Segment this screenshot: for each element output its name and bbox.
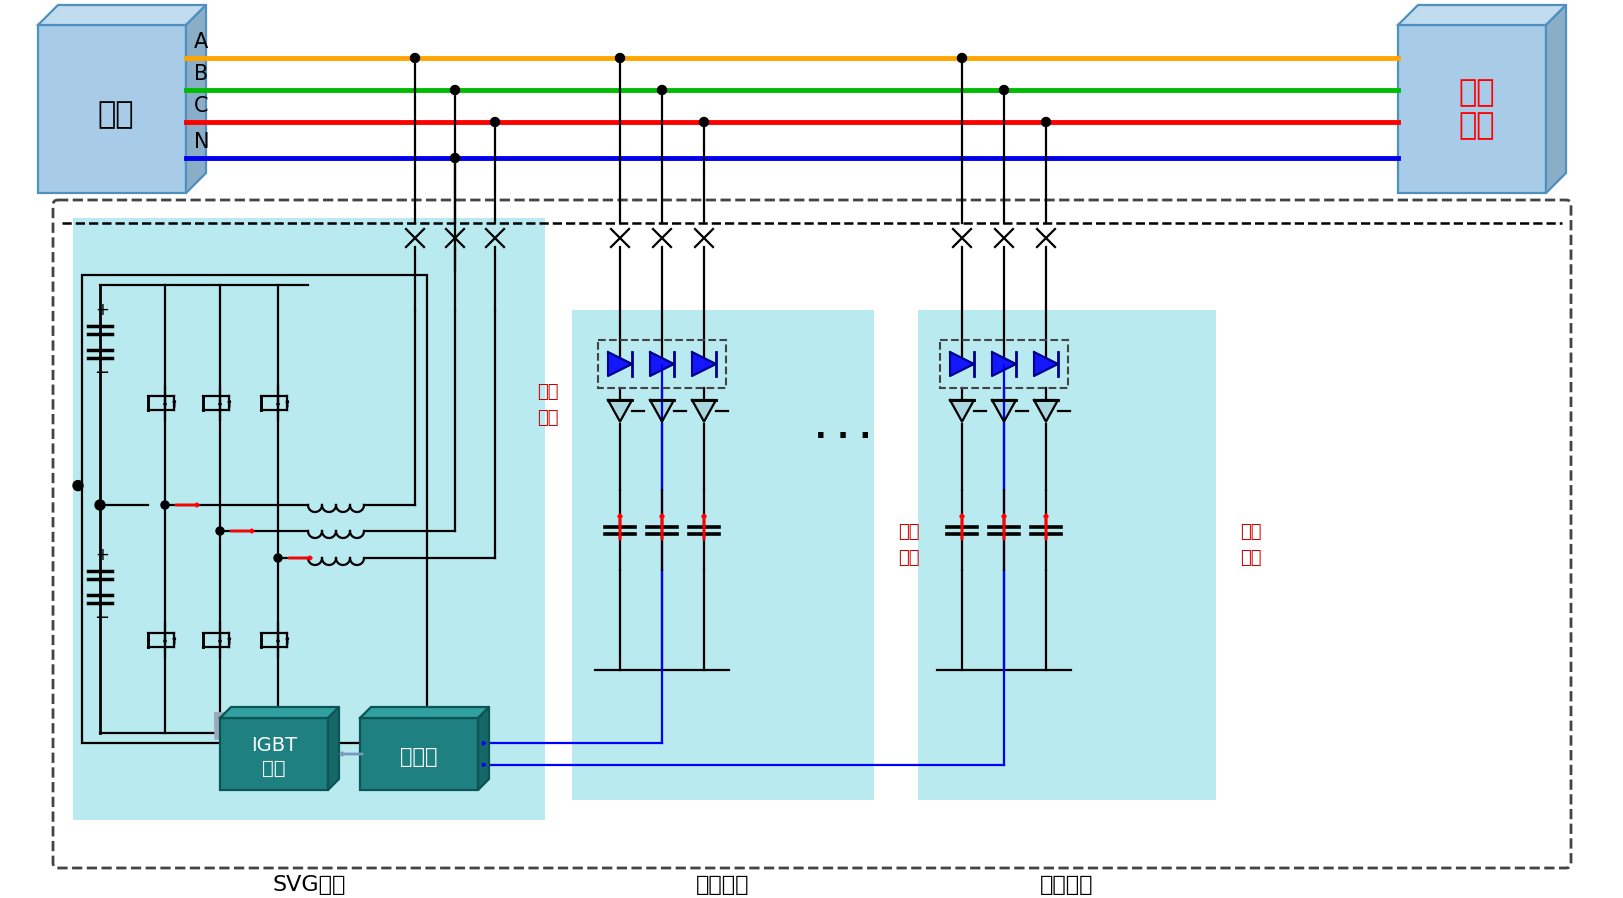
Text: 电容支路: 电容支路 bbox=[696, 875, 750, 895]
Bar bbox=[597, 340, 725, 388]
Circle shape bbox=[73, 480, 83, 490]
Text: B: B bbox=[195, 64, 208, 84]
Text: SVG支路: SVG支路 bbox=[273, 875, 346, 895]
Text: A: A bbox=[195, 32, 208, 52]
Polygon shape bbox=[949, 352, 974, 376]
Polygon shape bbox=[691, 400, 716, 421]
Polygon shape bbox=[1397, 5, 1566, 25]
Circle shape bbox=[1042, 118, 1050, 127]
Polygon shape bbox=[1034, 400, 1058, 421]
Circle shape bbox=[451, 85, 459, 94]
Circle shape bbox=[490, 118, 500, 127]
Polygon shape bbox=[360, 707, 489, 718]
Bar bbox=[73, 218, 545, 820]
Polygon shape bbox=[479, 707, 489, 790]
Text: · · ·: · · · bbox=[815, 424, 872, 453]
Text: 容性
电流: 容性 电流 bbox=[898, 524, 920, 567]
Circle shape bbox=[216, 527, 224, 535]
Circle shape bbox=[451, 154, 459, 163]
Polygon shape bbox=[649, 400, 674, 421]
Text: 容性
电流: 容性 电流 bbox=[537, 383, 558, 427]
Text: +: + bbox=[96, 301, 109, 319]
Polygon shape bbox=[609, 352, 631, 376]
Bar bbox=[360, 718, 479, 790]
Polygon shape bbox=[649, 352, 674, 376]
Bar bbox=[37, 25, 187, 193]
Polygon shape bbox=[37, 5, 206, 25]
Polygon shape bbox=[328, 707, 339, 790]
Text: 控制器: 控制器 bbox=[401, 747, 438, 767]
Text: 感性
负载: 感性 负载 bbox=[1459, 78, 1495, 140]
Circle shape bbox=[958, 54, 967, 63]
Text: −: − bbox=[94, 364, 110, 382]
Polygon shape bbox=[1547, 5, 1566, 193]
Text: C: C bbox=[195, 96, 208, 116]
Polygon shape bbox=[992, 400, 1016, 421]
Polygon shape bbox=[187, 5, 206, 193]
Text: 容性
电流: 容性 电流 bbox=[1240, 524, 1261, 567]
Bar bbox=[919, 310, 1216, 800]
Circle shape bbox=[1000, 85, 1008, 94]
Circle shape bbox=[161, 501, 169, 509]
Text: 电网: 电网 bbox=[97, 101, 135, 129]
Circle shape bbox=[411, 54, 419, 63]
Circle shape bbox=[615, 54, 625, 63]
Text: +: + bbox=[96, 546, 109, 564]
Polygon shape bbox=[609, 400, 631, 421]
Polygon shape bbox=[992, 352, 1016, 376]
Bar bbox=[940, 340, 1068, 388]
Bar bbox=[221, 718, 328, 790]
Bar bbox=[83, 275, 427, 743]
Circle shape bbox=[700, 118, 709, 127]
Polygon shape bbox=[221, 707, 339, 718]
Bar bbox=[571, 310, 875, 800]
Polygon shape bbox=[691, 352, 716, 376]
Polygon shape bbox=[1034, 352, 1058, 376]
Text: N: N bbox=[195, 132, 209, 152]
Text: 电容支路: 电容支路 bbox=[1040, 875, 1094, 895]
Text: −: − bbox=[94, 609, 110, 627]
Circle shape bbox=[274, 554, 282, 562]
Text: IGBT
驱动: IGBT 驱动 bbox=[252, 735, 297, 779]
Polygon shape bbox=[949, 400, 974, 421]
Bar bbox=[1397, 25, 1547, 193]
Circle shape bbox=[657, 85, 667, 94]
Circle shape bbox=[96, 500, 105, 510]
